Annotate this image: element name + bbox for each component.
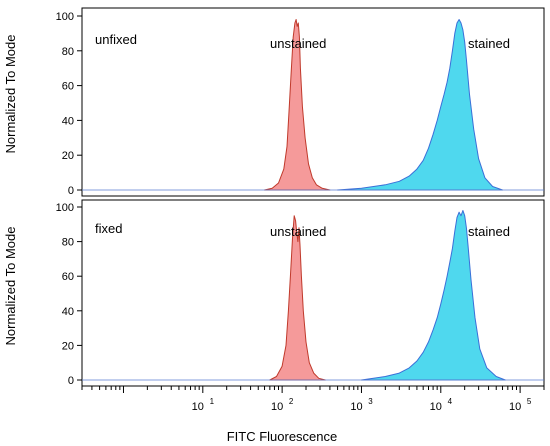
- panel-label: fixed: [95, 221, 122, 236]
- x-tick-label: 10: [350, 401, 362, 413]
- x-axis-title: FITC Fluorescence: [227, 429, 338, 444]
- series-annotation-stained: stained: [468, 36, 510, 51]
- series-annotation-stained: stained: [468, 224, 510, 239]
- x-axis: 10 1 10 2 10 3 10 4 10 5: [81, 386, 545, 413]
- series-area-stained: [337, 19, 503, 191]
- y-tick-label: 80: [62, 46, 74, 58]
- x-tick-exponent: 2: [289, 397, 294, 406]
- series-annotation-unstained: unstained: [270, 36, 326, 51]
- x-tick-label: 10: [509, 401, 521, 413]
- y-tick-label: 20: [62, 340, 74, 352]
- y-axis-title-bottom: Normalized To Mode: [3, 227, 18, 346]
- x-tick-label: 10: [192, 401, 204, 413]
- plot-frame: [81, 7, 545, 197]
- y-tick-label: 40: [62, 115, 74, 127]
- x-tick-label: 10: [271, 401, 283, 413]
- series-annotation-unstained: unstained: [270, 224, 326, 239]
- y-tick-label: 0: [68, 185, 74, 197]
- x-tick-exponent: 5: [527, 397, 532, 406]
- x-tick-exponent: 3: [368, 397, 373, 406]
- series-area-unstained: [269, 215, 326, 381]
- y-tick-label: 100: [56, 202, 74, 214]
- y-tick-label: 40: [62, 306, 74, 318]
- x-tick-exponent: 4: [448, 397, 453, 406]
- series-area-stained: [361, 210, 506, 381]
- y-tick-label: 60: [62, 81, 74, 93]
- plot-frame: [81, 199, 545, 387]
- x-tick-exponent: 1: [210, 397, 215, 406]
- y-axis-title-top: Normalized To Mode: [3, 35, 18, 154]
- x-tick-label: 10: [430, 401, 442, 413]
- y-tick-label: 60: [62, 271, 74, 283]
- y-tick-label: 20: [62, 150, 74, 162]
- panel-unfixed: 0 20 40 60 80 100 unfixed unstained stained: [56, 7, 545, 197]
- y-tick-label: 0: [68, 375, 74, 387]
- panel-fixed: 0 20 40 60 80 100 fixed unstained stained: [56, 199, 545, 387]
- y-tick-label: 100: [56, 11, 74, 23]
- series-area-unstained: [264, 19, 331, 191]
- panel-label: unfixed: [95, 32, 137, 47]
- y-tick-label: 80: [62, 237, 74, 249]
